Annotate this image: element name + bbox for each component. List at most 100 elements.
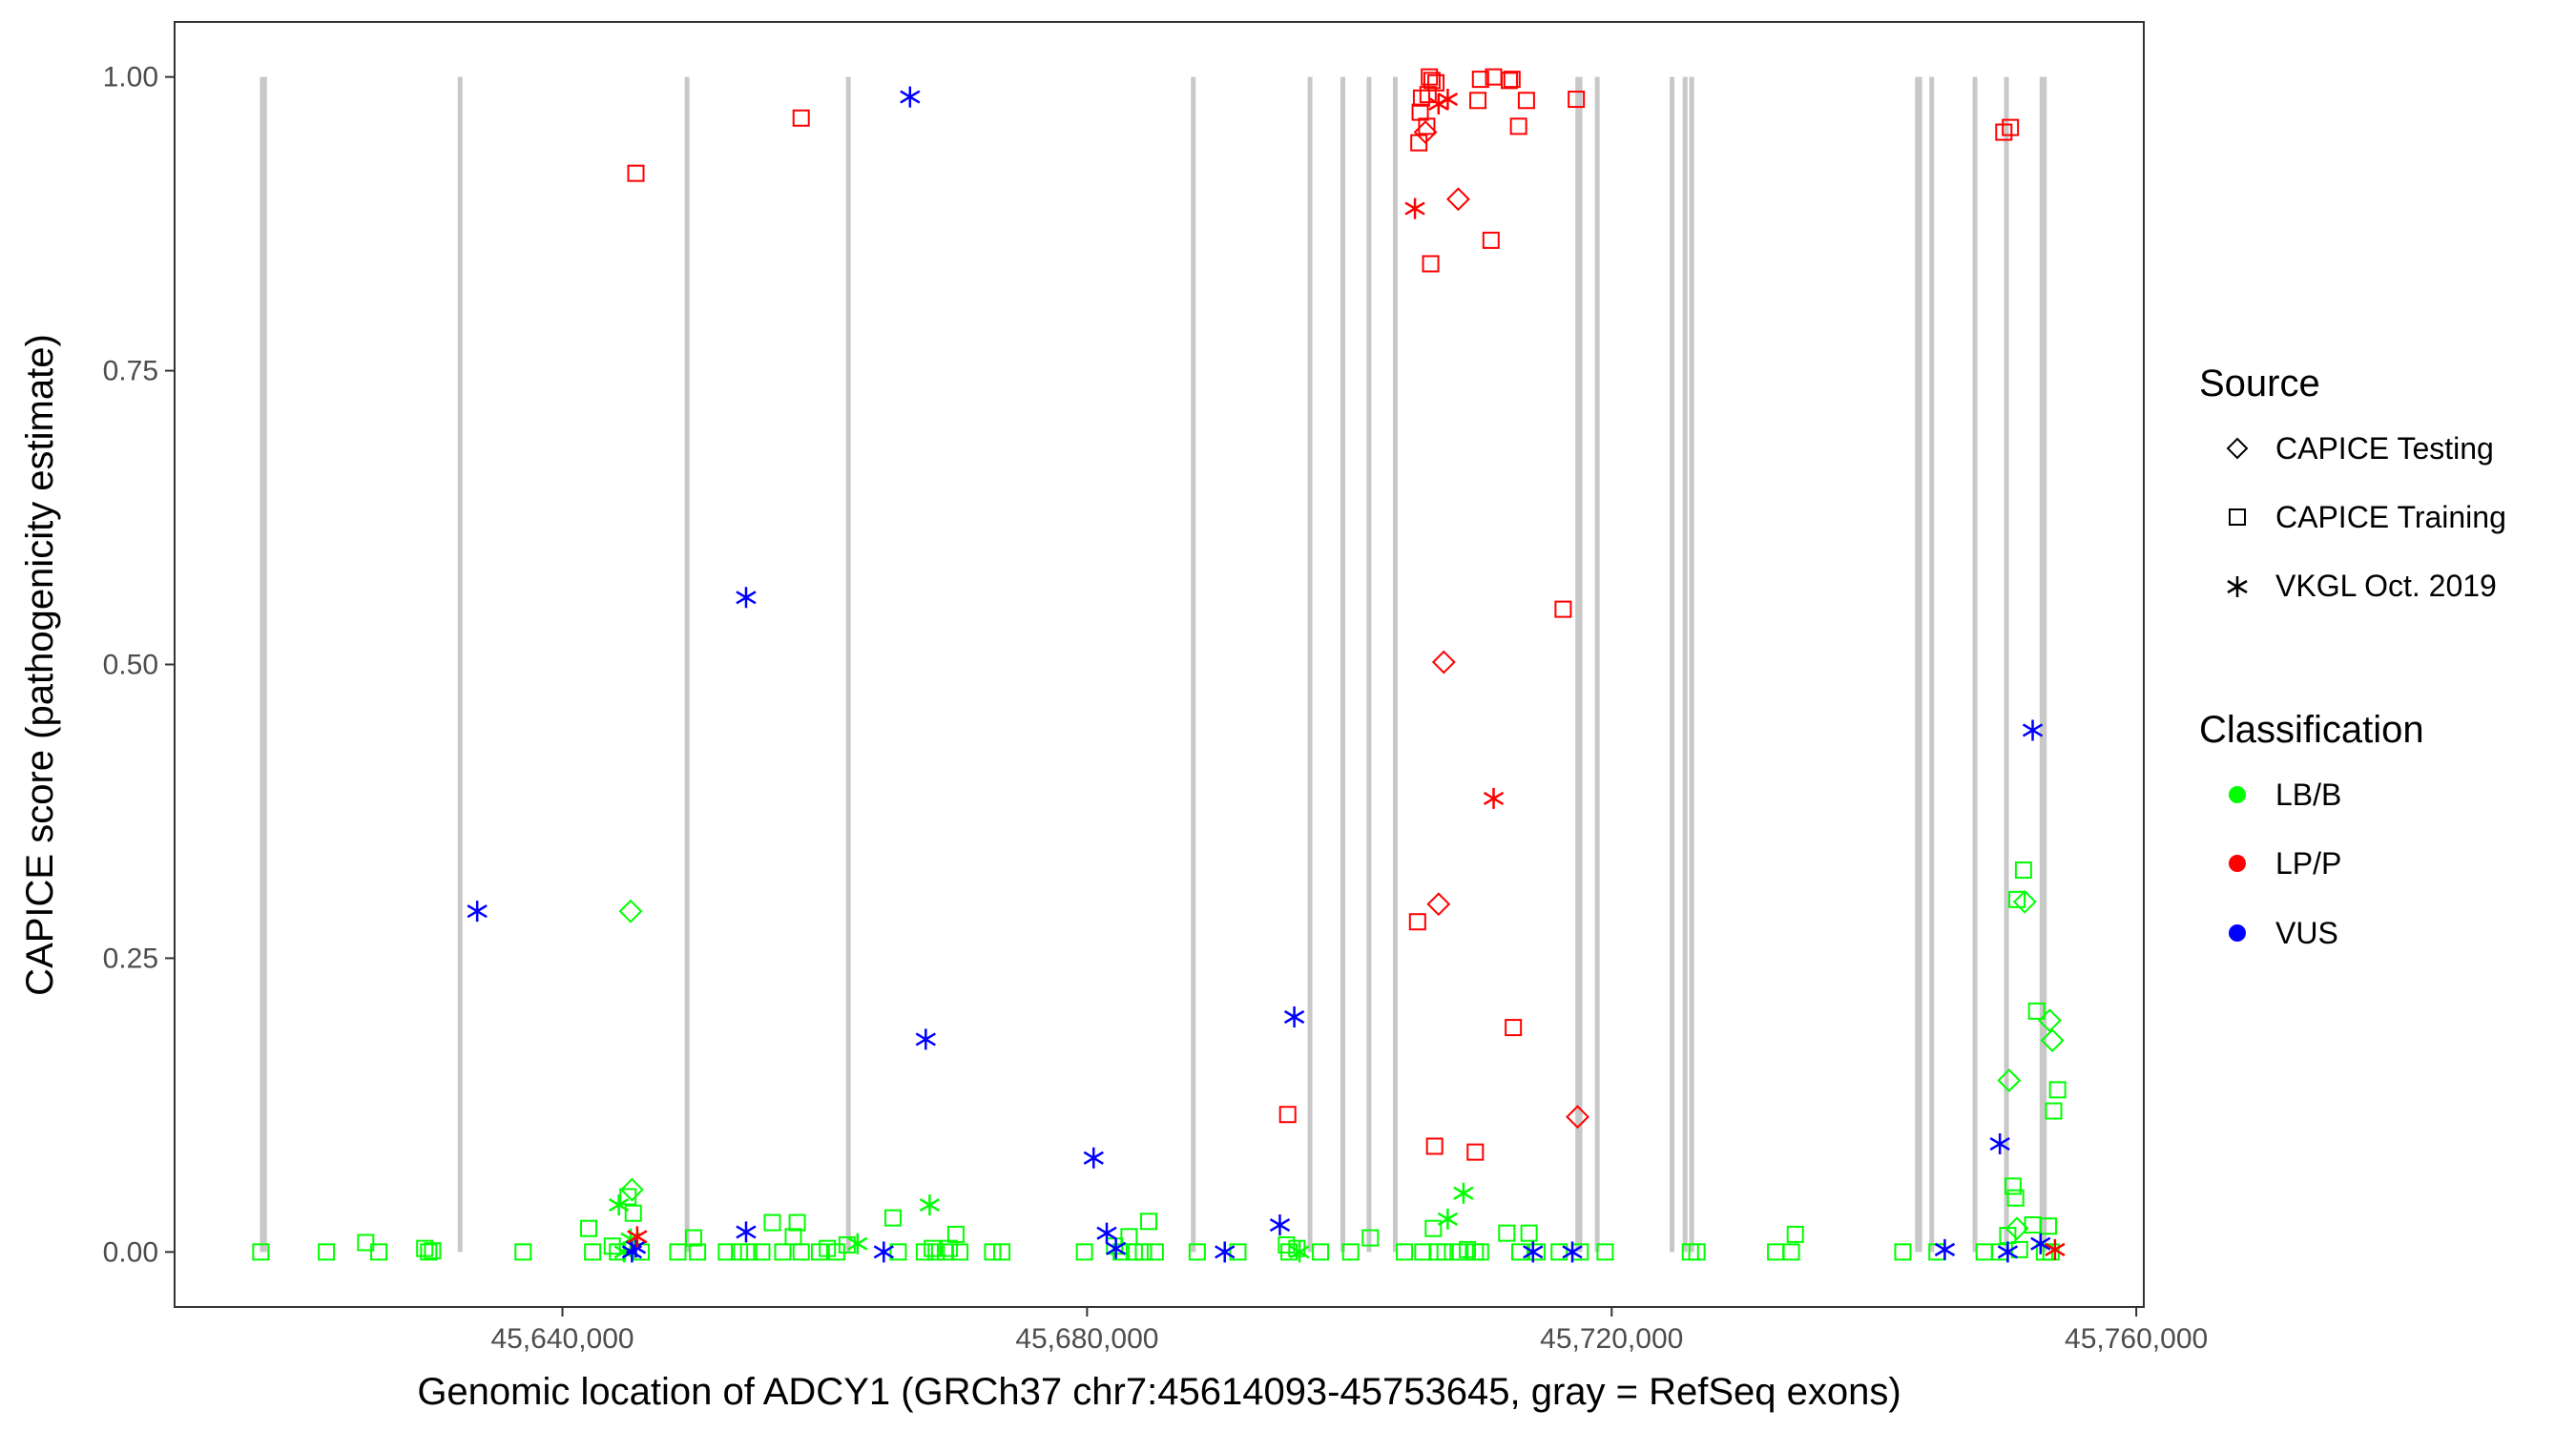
point-vkgl-vus (1283, 1006, 1305, 1028)
legend-label-vus: VUS (2275, 916, 2338, 950)
point-training-lbb (2027, 1002, 2046, 1020)
legend-item-capice-testing: CAPICE Testing (2226, 431, 2494, 466)
point-training-lbb (1312, 1243, 1330, 1261)
point-testing-lpp (1426, 892, 1451, 917)
point-training-lpp (1505, 1019, 1523, 1037)
point-training-lbb (689, 1243, 707, 1261)
point-training-lbb (924, 1239, 942, 1257)
point-vkgl-vus (1096, 1222, 1117, 1244)
legend-label-vkgl: VKGL Oct. 2019 (2275, 569, 2497, 603)
point-training-lpp (1408, 913, 1426, 931)
point-vkgl-lpp (1483, 787, 1505, 809)
point-vkgl-vus (736, 587, 757, 609)
point-training-lbb (318, 1243, 336, 1261)
x-tick-label: 45,680,000 (1015, 1323, 1158, 1355)
point-testing-lbb (2037, 1008, 2062, 1033)
legend-item-lbb: LB/B (2229, 778, 2341, 812)
point-training-lbb (788, 1213, 806, 1232)
point-vkgl-vus (873, 1241, 894, 1263)
y-tick-label: 0.75 (103, 356, 158, 387)
point-training-lbb (1188, 1243, 1206, 1261)
legend-item-capice-training: CAPICE Training (2229, 500, 2506, 534)
point-testing-lbb (619, 1177, 644, 1202)
point-training-lpp (1422, 255, 1440, 273)
legend: Source CAPICE Testing CAPICE Training VK… (2199, 363, 2506, 950)
x-tick-label: 45,760,000 (2065, 1323, 2208, 1355)
x-axis: 45,640,000 45,680,000 45,720,000 45,760,000 (490, 1307, 2208, 1355)
point-training-lbb (946, 1225, 965, 1243)
point-training-lbb (1075, 1243, 1093, 1261)
point-training-lbb (1229, 1243, 1247, 1261)
legend-item-vus: VUS (2229, 916, 2338, 950)
point-training-lbb (792, 1243, 810, 1261)
point-training-lbb (1511, 1243, 1529, 1261)
point-training-lbb (1140, 1213, 1158, 1231)
legend-label-capice-testing: CAPICE Testing (2275, 431, 2494, 466)
point-training-lpp (1423, 72, 1441, 90)
point-training-lbb (739, 1243, 758, 1261)
point-training-lbb (420, 1243, 438, 1261)
point-vkgl-vus (1523, 1241, 1544, 1263)
point-training-lbb (1424, 1219, 1443, 1237)
plot-panel-border (174, 21, 2145, 1308)
point-vkgl-vus (2030, 1233, 2051, 1255)
point-testing-lbb (2040, 1028, 2065, 1053)
point-training-lbb (1471, 1243, 1489, 1261)
point-training-lbb (252, 1243, 270, 1261)
point-vkgl-vus (1934, 1238, 1956, 1260)
point-vkgl-vus (467, 901, 488, 923)
point-training-lbb (424, 1242, 442, 1260)
point-training-lbb (514, 1243, 532, 1261)
point-training-lbb (669, 1243, 687, 1261)
green-dot-icon (2229, 786, 2246, 803)
point-training-lpp (1503, 71, 1521, 89)
point-training-lbb (357, 1234, 375, 1252)
point-training-lpp (1278, 1106, 1297, 1124)
point-training-lpp (1482, 231, 1500, 249)
point-training-lbb (2048, 1081, 2067, 1099)
point-training-lbb (951, 1243, 969, 1261)
point-training-lbb (1688, 1243, 1706, 1261)
point-training-lbb (1527, 1243, 1546, 1261)
point-training-lbb (1436, 1243, 1454, 1261)
point-vkgl-vus (2022, 719, 2044, 741)
point-training-lbb (1894, 1243, 1912, 1261)
point-vkgl-vus (736, 1221, 757, 1243)
y-axis: 0.00 0.25 0.50 0.75 1.00 (103, 62, 175, 1268)
point-vkgl-lpp (627, 1226, 648, 1248)
legend-label-lbb: LB/B (2275, 778, 2341, 812)
point-training-lpp (1466, 1143, 1485, 1161)
point-training-lbb (2014, 861, 2032, 880)
point-training-lbb (993, 1243, 1011, 1261)
point-training-lbb (1596, 1243, 1614, 1261)
point-training-lbb (1498, 1224, 1516, 1242)
point-training-lbb (1520, 1224, 1538, 1242)
point-testing-lbb (2005, 1216, 2029, 1241)
exon-band-layer (260, 76, 2047, 1253)
blue-dot-icon (2229, 924, 2246, 942)
point-training-lbb (2008, 890, 2026, 908)
point-testing-lpp (1413, 120, 1438, 144)
asterisk-icon (2227, 576, 2248, 597)
diamond-icon (2226, 437, 2249, 460)
point-vkgl-vus (1997, 1241, 2019, 1263)
x-tick-label: 45,640,000 (490, 1323, 634, 1355)
y-axis-title: CAPICE score (pathogenicity estimate) (19, 334, 61, 996)
point-training-lpp (1568, 91, 1586, 109)
point-training-lpp (1501, 72, 1519, 90)
point-training-lbb (774, 1243, 792, 1261)
point-training-lbb (1146, 1243, 1164, 1261)
x-tick-label: 45,720,000 (1540, 1323, 1683, 1355)
x-axis-title: Genomic location of ADCY1 (GRCh37 chr7:4… (417, 1371, 1901, 1413)
square-icon (2229, 508, 2246, 526)
legend-title-source: Source (2199, 363, 2320, 404)
point-vkgl-vus (1269, 1214, 1291, 1236)
point-training-lbb (731, 1243, 749, 1261)
point-vkgl-vus (900, 86, 921, 108)
point-training-lbb (1782, 1243, 1800, 1261)
point-training-lpp (1517, 92, 1535, 110)
point-training-lpp (792, 109, 810, 127)
point-training-lpp (1554, 600, 1572, 618)
point-training-lbb (624, 1204, 642, 1222)
